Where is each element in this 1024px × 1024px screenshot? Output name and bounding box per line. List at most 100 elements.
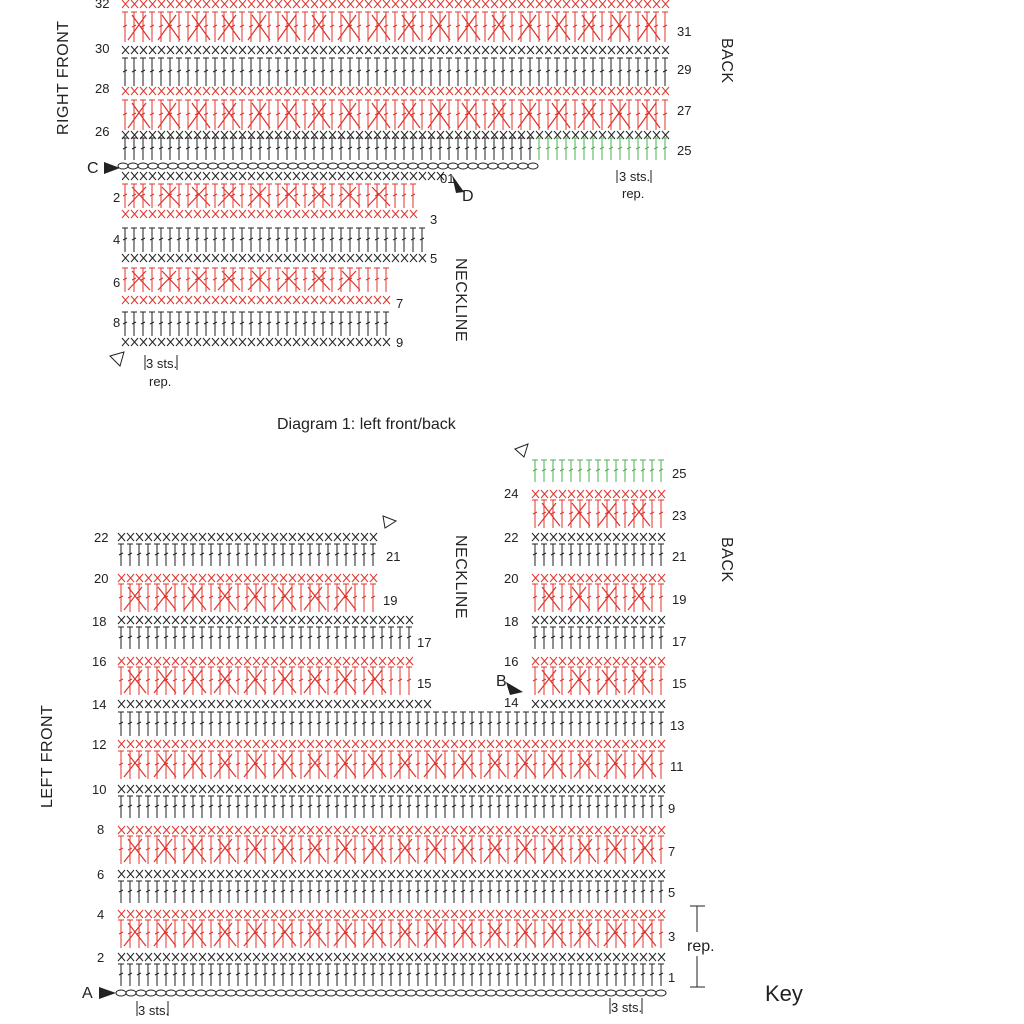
chain-stitch — [427, 162, 439, 170]
cross-stitch — [337, 14, 361, 41]
chain-stitch — [325, 989, 337, 997]
sc-stitch — [549, 784, 558, 794]
sc-stitch — [342, 784, 351, 794]
dc-stitch — [217, 750, 223, 779]
sc-stitch — [661, 86, 670, 96]
sc-stitch — [387, 699, 396, 709]
sc-stitch — [351, 825, 360, 835]
dc-stitch — [131, 311, 137, 336]
dc-stitch — [307, 880, 313, 903]
sc-row — [531, 615, 666, 625]
sc-stitch — [630, 615, 639, 625]
sc-stitch — [621, 869, 630, 879]
sc-stitch — [247, 45, 256, 55]
sc-stitch — [486, 739, 495, 749]
sc-stitch — [567, 825, 576, 835]
dc-stitch — [442, 795, 448, 818]
sc-stitch — [279, 532, 288, 542]
sc-stitch — [630, 489, 639, 499]
dc-stitch — [631, 626, 637, 649]
dc-stitch — [460, 795, 466, 818]
dc-stitch — [473, 57, 479, 86]
dc-stitch — [244, 880, 250, 903]
dc-stitch — [176, 227, 182, 252]
dc-stitch — [284, 137, 290, 160]
dc-stitch — [248, 137, 254, 160]
dc-stitch — [347, 311, 353, 336]
cross-stitch — [123, 586, 147, 611]
sc-stitch — [490, 86, 499, 96]
sc-stitch — [630, 656, 639, 666]
dc-row — [118, 543, 376, 566]
dc-stitch — [590, 137, 596, 160]
dc-stitch — [280, 543, 286, 566]
chain-stitch — [497, 162, 509, 170]
sc-stitch — [256, 253, 265, 263]
chain-stitch — [565, 989, 577, 997]
sc-row — [117, 656, 414, 666]
dc-stitch — [145, 835, 151, 864]
cross-stitch — [333, 669, 357, 694]
dc-stitch — [541, 795, 547, 818]
dc-row — [118, 835, 664, 864]
dc-row — [122, 267, 389, 292]
dc-stitch — [149, 57, 155, 86]
dc-stitch — [172, 919, 178, 948]
dc-stitch — [352, 543, 358, 566]
sc-stitch — [459, 739, 468, 749]
dc-stitch — [320, 99, 326, 130]
chain-stitch — [185, 989, 197, 997]
dc-stitch — [145, 795, 151, 818]
dc-stitch — [118, 750, 124, 779]
dc-stitch — [311, 11, 317, 42]
sc-stitch — [220, 171, 229, 181]
sc-stitch — [198, 869, 207, 879]
sc-stitch — [220, 0, 229, 9]
sc-stitch — [126, 699, 135, 709]
sc-stitch — [648, 784, 657, 794]
sc-stitch — [625, 86, 634, 96]
sc-stitch — [355, 337, 364, 347]
sc-stitch — [558, 699, 567, 709]
sc-stitch — [166, 171, 175, 181]
sc-stitch — [423, 909, 432, 919]
sc-stitch — [171, 532, 180, 542]
dc-stitch — [289, 711, 295, 736]
dc-stitch — [419, 227, 425, 252]
sc-stitch — [166, 86, 175, 96]
sc-stitch — [351, 573, 360, 583]
dc-stitch — [239, 137, 245, 160]
sc-stitch — [225, 573, 234, 583]
sc-stitch — [135, 699, 144, 709]
cross-stitch — [213, 753, 237, 778]
dc-stitch — [428, 137, 434, 160]
sc-stitch — [342, 532, 351, 542]
sc-row — [117, 952, 666, 962]
sc-stitch — [517, 0, 526, 9]
sc-stitch — [306, 952, 315, 962]
sc-stitch — [463, 0, 472, 9]
sc-stitch — [256, 337, 265, 347]
dc-stitch — [487, 711, 493, 736]
dc-stitch — [194, 311, 200, 336]
dc-stitch — [410, 57, 416, 86]
dc-stitch — [383, 99, 389, 130]
chain-stitch — [527, 162, 539, 170]
sc-stitch — [270, 615, 279, 625]
dc-stitch — [496, 880, 502, 903]
sc-stitch — [265, 209, 274, 219]
dc-stitch — [307, 963, 313, 986]
dc-stitch — [140, 311, 146, 336]
cross-stitch — [303, 753, 327, 778]
sc-stitch — [130, 171, 139, 181]
dc-stitch — [158, 11, 164, 42]
dc-row — [122, 183, 416, 208]
sc-stitch — [216, 739, 225, 749]
dc-stitch — [370, 880, 376, 903]
sc-stitch — [495, 909, 504, 919]
sc-stitch — [634, 0, 643, 9]
dc-stitch — [532, 880, 538, 903]
dc-stitch — [266, 99, 272, 130]
dc-stitch — [239, 267, 245, 292]
dc-stitch — [352, 666, 358, 695]
